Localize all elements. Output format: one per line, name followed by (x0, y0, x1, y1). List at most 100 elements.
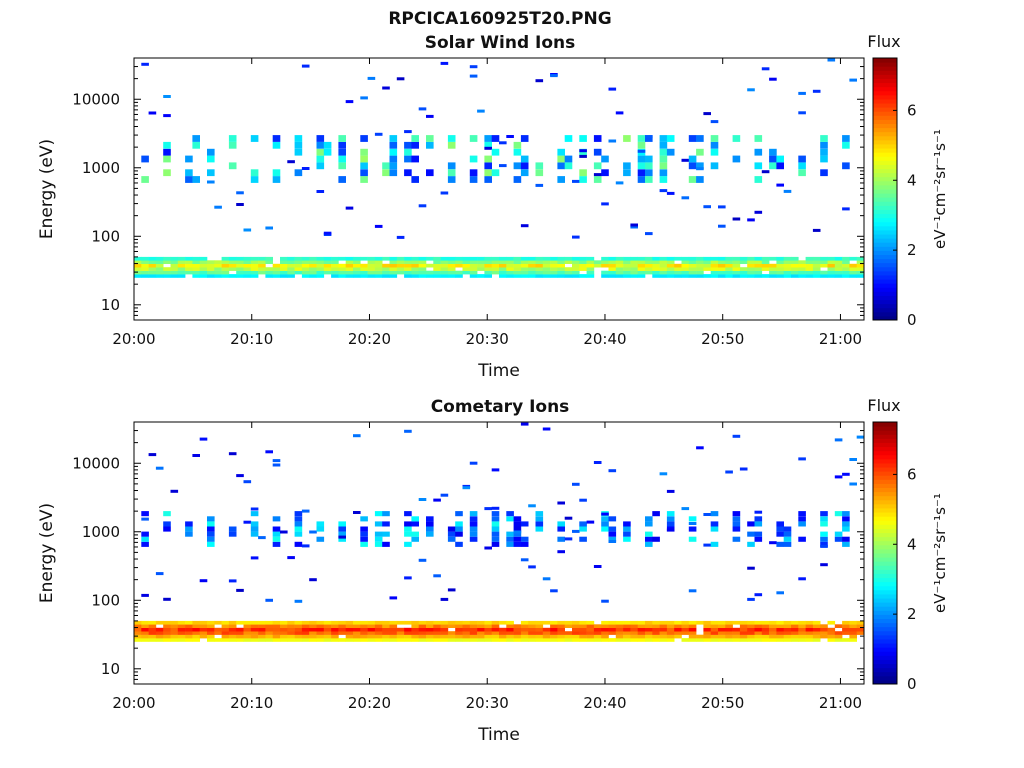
heatmap-cell (601, 274, 609, 278)
heatmap-cell (564, 631, 573, 635)
heatmap-cell (572, 235, 580, 239)
heatmap-cell (666, 511, 675, 517)
colorbar-segment (873, 58, 897, 63)
heatmap-cell (177, 624, 186, 628)
heatmap-cell (681, 158, 690, 162)
heatmap-cell (535, 169, 544, 177)
heatmap-cell (199, 256, 208, 261)
heatmap-cell (258, 260, 266, 264)
heatmap-cell (550, 634, 558, 639)
colorbar-segment (873, 593, 897, 599)
heatmap-cell (732, 627, 741, 632)
heatmap-cell (820, 634, 828, 639)
heatmap-cell (666, 260, 675, 264)
heatmap-cell (469, 65, 478, 69)
heatmap-cell (389, 624, 398, 628)
heatmap-cell (776, 634, 784, 639)
x-tick-label: 21:00 (819, 330, 862, 348)
heatmap-cell (542, 263, 551, 268)
heatmap-cell (637, 267, 646, 271)
heatmap-cell (593, 634, 602, 639)
heatmap-cell (732, 631, 741, 635)
heatmap-cell (805, 634, 814, 639)
heatmap-cell (469, 634, 478, 639)
heatmap-cell (367, 624, 376, 628)
heatmap-cell (469, 256, 478, 261)
heatmap-cell (528, 260, 536, 264)
colorbar-segment (873, 565, 897, 570)
heatmap-cell (491, 135, 500, 142)
heatmap-cell (440, 631, 449, 635)
heatmap-cell (404, 256, 412, 261)
heatmap-cell (396, 77, 405, 81)
heatmap-cell (221, 274, 230, 278)
heatmap-cell (593, 162, 602, 170)
heatmap-cell (404, 429, 412, 433)
heatmap-cell (827, 256, 836, 261)
heatmap-cell (426, 169, 434, 177)
heatmap-cell (718, 256, 726, 261)
heatmap-cell (630, 225, 638, 229)
heatmap-cell (323, 141, 332, 149)
heatmap-cell (615, 267, 624, 271)
heatmap-cell (141, 620, 149, 625)
heatmap-cell (645, 627, 653, 632)
heatmap-cell (207, 274, 215, 278)
heatmap-cell (769, 627, 777, 632)
heatmap-cell (739, 256, 748, 261)
heatmap-cell (309, 631, 317, 635)
heatmap-cell (513, 516, 522, 522)
heatmap-cell (499, 638, 507, 642)
heatmap-cell (754, 176, 763, 183)
heatmap-cell (703, 112, 711, 116)
heatmap-cell (623, 624, 631, 628)
heatmap-cell (177, 267, 186, 271)
heatmap-cell (331, 260, 339, 264)
heatmap-cell (455, 627, 463, 632)
heatmap-cell (294, 541, 303, 547)
heatmap-cell (185, 263, 193, 268)
heatmap-cell (637, 141, 646, 149)
heatmap-cell (294, 148, 303, 156)
heatmap-cell (221, 263, 230, 268)
heatmap-cell (294, 624, 303, 628)
colorbar-segment (873, 119, 897, 124)
heatmap-cell (856, 267, 865, 271)
heatmap-cell (820, 155, 828, 163)
heatmap-cell (294, 263, 303, 268)
heatmap-cell (236, 631, 244, 635)
heatmap-cell (535, 274, 544, 278)
colorbar-segment (873, 201, 897, 206)
heatmap-cell (820, 536, 828, 542)
heatmap-cell (433, 574, 441, 578)
heatmap-cell (440, 260, 449, 264)
heatmap-cell (243, 260, 252, 264)
heatmap-cell (243, 228, 252, 232)
heatmap-cell (506, 536, 514, 542)
heatmap-cell (754, 536, 763, 542)
heatmap-cell (601, 627, 609, 632)
heatmap-cell (732, 511, 741, 517)
heatmap-cell (491, 638, 500, 642)
heatmap-cell (637, 634, 646, 639)
heatmap-cell (360, 536, 368, 542)
heatmap-cell (710, 267, 719, 271)
heatmap-cell (447, 526, 456, 532)
heatmap-cell (309, 274, 317, 278)
heatmap-cell (732, 638, 741, 642)
heatmap-cell (776, 521, 784, 527)
heatmap-cell (207, 180, 215, 184)
heatmap-cell (177, 627, 186, 632)
heatmap-cell (389, 638, 398, 642)
heatmap-cell (426, 620, 434, 625)
heatmap-cell (791, 263, 799, 268)
colorbar-segment (873, 283, 897, 288)
heatmap-cell (484, 638, 492, 642)
heatmap-cell (601, 260, 609, 264)
heatmap-cell (637, 638, 646, 642)
heatmap-cell (301, 634, 310, 639)
heatmap-cell (827, 631, 836, 635)
heatmap-cell (469, 176, 478, 183)
heatmap-cell (382, 638, 390, 642)
y-tick-label: 10000 (72, 454, 120, 472)
